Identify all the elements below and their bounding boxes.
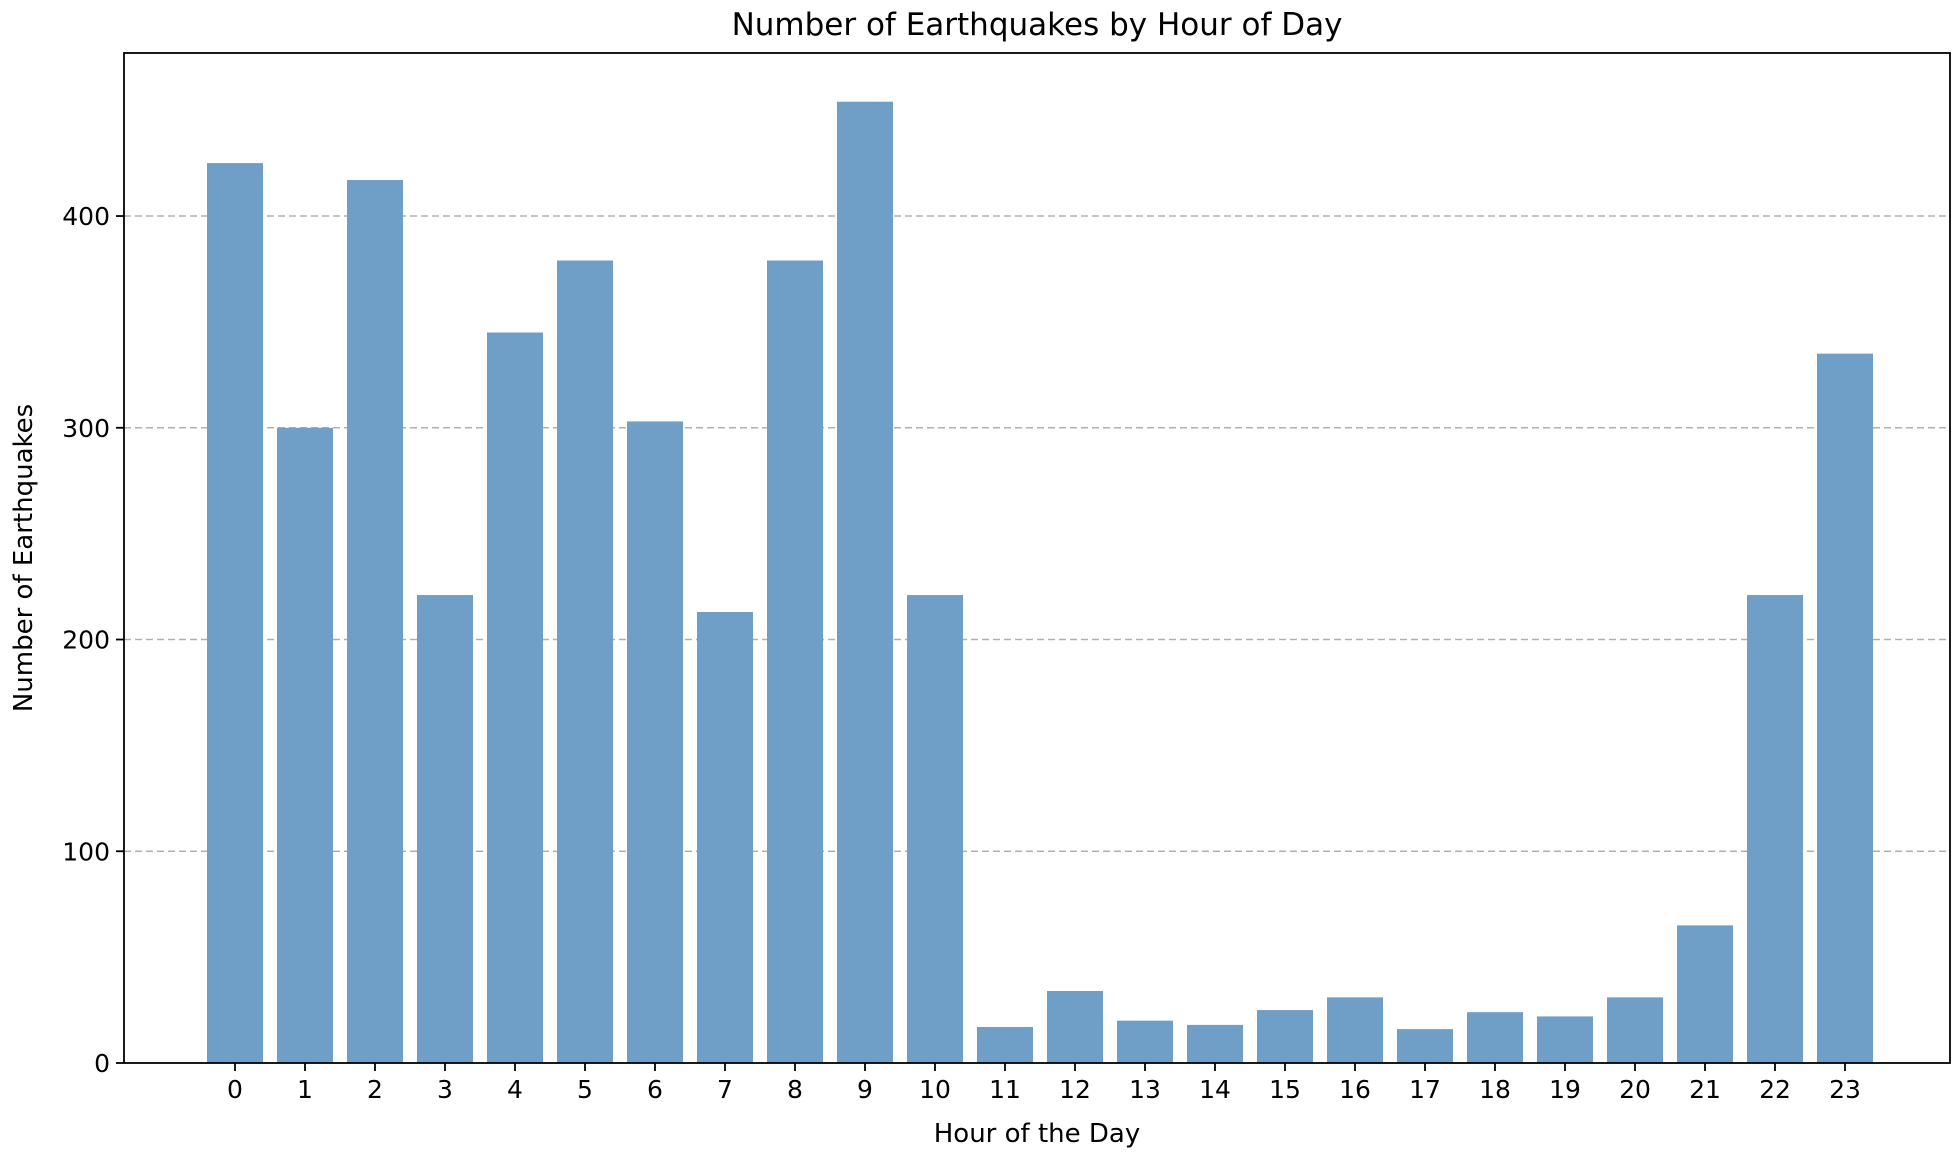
y-tick-label: 200 — [62, 626, 110, 655]
bar-hour-1 — [277, 427, 333, 1063]
x-tick-label: 12 — [1059, 1075, 1091, 1104]
x-tick-label: 8 — [787, 1075, 803, 1104]
bar-hour-18 — [1467, 1012, 1523, 1063]
x-tick-label: 14 — [1199, 1075, 1231, 1104]
bar-hour-0 — [207, 163, 263, 1063]
y-tick-label: 400 — [62, 202, 110, 231]
chart-title: Number of Earthquakes by Hour of Day — [732, 7, 1343, 43]
y-tick-label: 0 — [94, 1049, 110, 1078]
x-tick-label: 5 — [577, 1075, 593, 1104]
x-tick-label: 2 — [367, 1075, 383, 1104]
y-axis-label: Number of Earthquakes — [9, 404, 39, 712]
x-tick-label: 1 — [297, 1075, 313, 1104]
bar-hour-2 — [347, 180, 403, 1064]
x-tick-label: 9 — [857, 1075, 873, 1104]
y-axis-ticks: 0 100 200 300 400 — [62, 202, 124, 1078]
x-tick-label: 19 — [1549, 1075, 1581, 1104]
y-tick-label: 300 — [62, 414, 110, 443]
x-tick-label: 20 — [1619, 1075, 1651, 1104]
y-tick-label: 100 — [62, 837, 110, 866]
x-tick-label: 17 — [1409, 1075, 1441, 1104]
bar-hour-13 — [1117, 1020, 1173, 1063]
bar-hour-4 — [487, 332, 543, 1064]
bar-hour-14 — [1187, 1024, 1243, 1063]
plot-area-frame — [123, 52, 1951, 1064]
bar-hour-21 — [1677, 925, 1733, 1063]
bar-hour-19 — [1537, 1016, 1593, 1063]
x-tick-label: 0 — [227, 1075, 243, 1104]
bar-hour-8 — [767, 260, 823, 1063]
bar-hour-15 — [1257, 1010, 1313, 1063]
x-axis-ticks: 0 1 2 3 4 5 6 7 8 9 10 11 12 13 14 15 16 17 18 19 20 21 22 23 — [227, 1063, 1861, 1104]
bar-hour-6 — [627, 421, 683, 1063]
bar-hour-17 — [1397, 1029, 1453, 1063]
x-tick-label: 13 — [1129, 1075, 1161, 1104]
bar-hour-3 — [417, 595, 473, 1063]
bar-hour-9 — [837, 101, 893, 1064]
x-tick-label: 3 — [437, 1075, 453, 1104]
x-tick-label: 15 — [1269, 1075, 1301, 1104]
x-tick-label: 18 — [1479, 1075, 1511, 1104]
bar-hour-12 — [1047, 991, 1103, 1063]
bar-hour-23 — [1817, 353, 1873, 1063]
bar-hour-10 — [907, 595, 963, 1063]
x-tick-label: 22 — [1759, 1075, 1791, 1104]
gridlines — [124, 215, 1950, 853]
x-tick-label: 23 — [1829, 1075, 1861, 1104]
x-tick-label: 6 — [647, 1075, 663, 1104]
bar-hour-22 — [1747, 595, 1803, 1063]
bar-hour-16 — [1327, 997, 1383, 1063]
x-tick-label: 7 — [717, 1075, 733, 1104]
x-tick-label: 10 — [919, 1075, 951, 1104]
bar-hour-20 — [1607, 997, 1663, 1063]
bar-hour-7 — [697, 611, 753, 1063]
x-tick-label: 4 — [507, 1075, 523, 1104]
bars — [207, 101, 1873, 1064]
bar-hour-5 — [557, 260, 613, 1063]
bar-hour-11 — [977, 1027, 1033, 1063]
x-axis-label: Hour of the Day — [934, 1119, 1141, 1149]
x-tick-label: 16 — [1339, 1075, 1371, 1104]
x-tick-label: 11 — [989, 1075, 1021, 1104]
x-tick-label: 21 — [1689, 1075, 1721, 1104]
